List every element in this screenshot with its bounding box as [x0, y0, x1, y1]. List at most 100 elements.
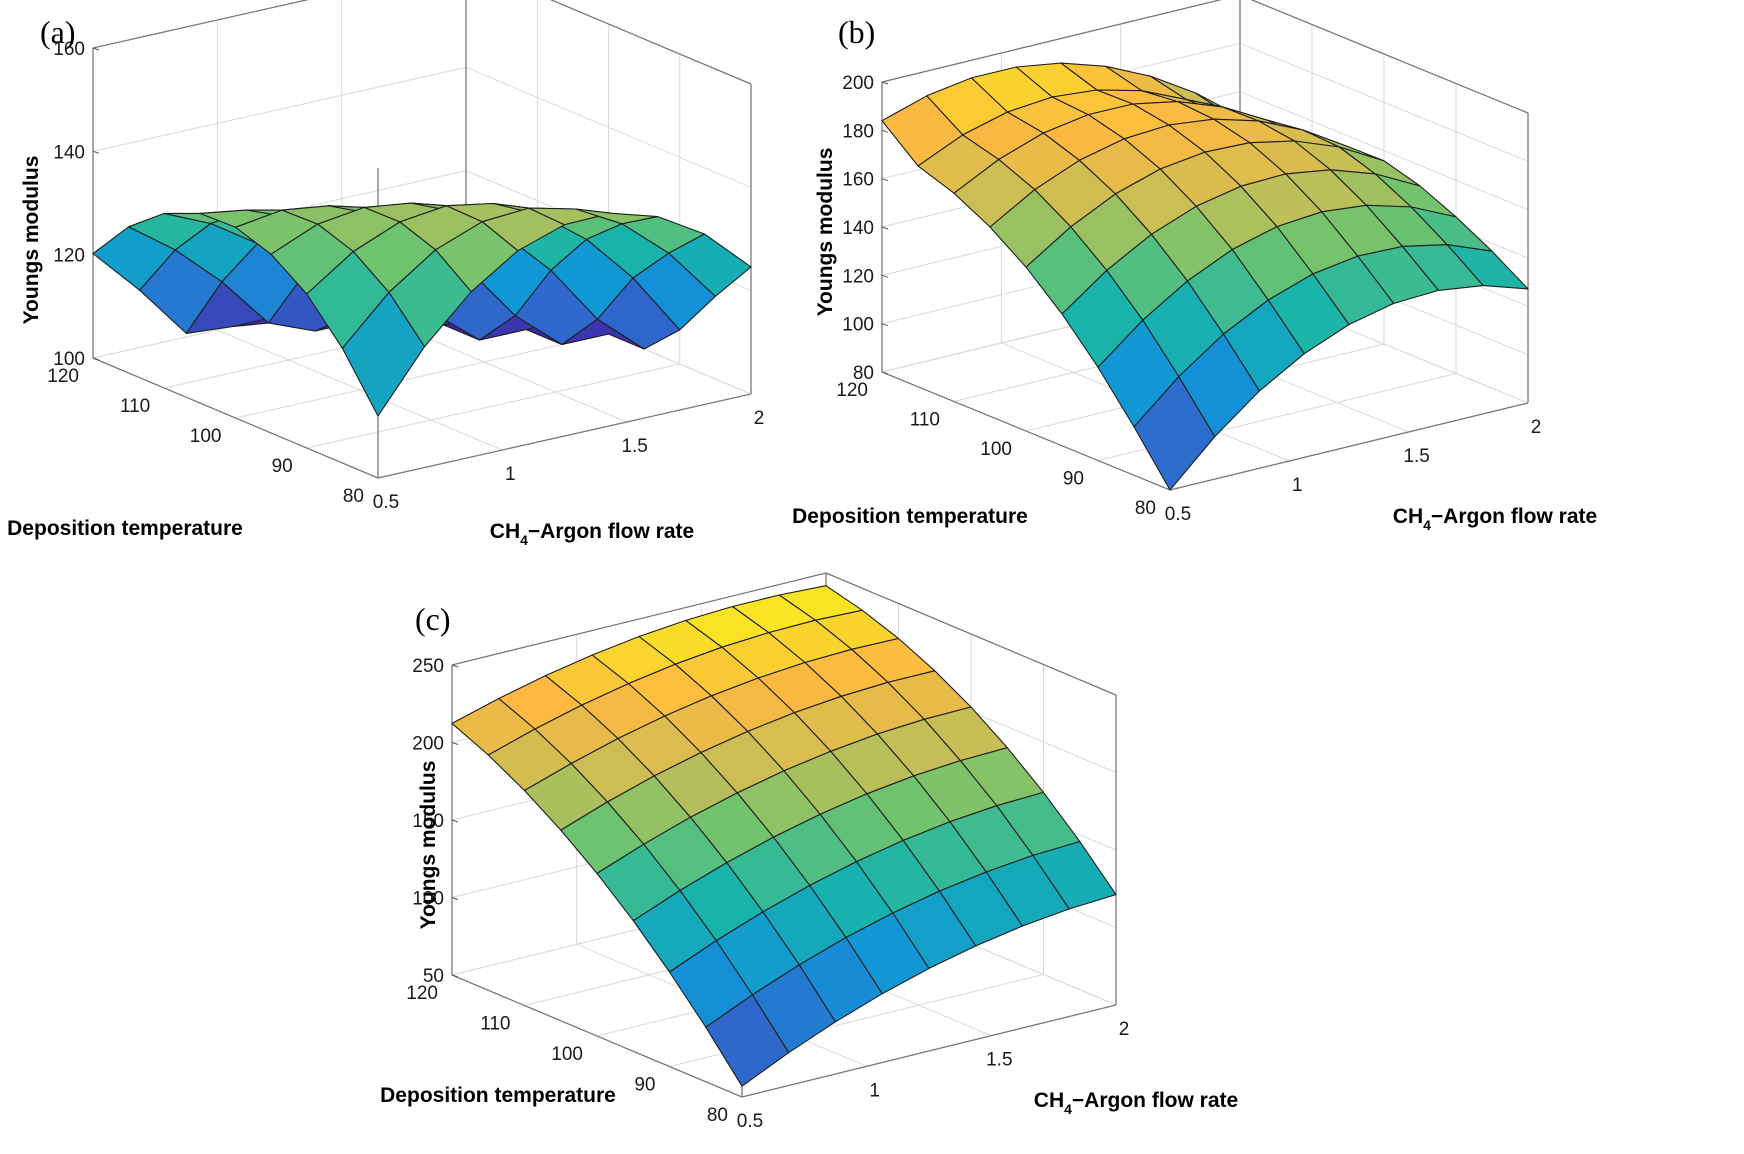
z-tick-mark: [881, 81, 889, 85]
floor-gridline: [306, 363, 680, 449]
y-tick-label: 100: [551, 1044, 583, 1065]
x-tick-label: 1.5: [621, 436, 647, 457]
x-tick-label: 1.5: [986, 1050, 1012, 1071]
y-tick-label: 120: [406, 983, 438, 1004]
z-tick-label: 200: [412, 734, 444, 755]
z-tick-mark: [92, 47, 100, 51]
x-axis-label-rest: −Argon flow rate: [1072, 1089, 1238, 1112]
z-tick-mark: [451, 897, 459, 900]
z-tick-label: 180: [842, 121, 874, 142]
z-tick-label: 160: [842, 170, 874, 191]
y-tick-label: 80: [343, 486, 364, 507]
z-tick-mark: [881, 323, 889, 327]
z-tick-mark: [881, 274, 889, 278]
wall-gridline: [1239, 42, 1529, 162]
z-tick-mark: [881, 178, 889, 182]
y-tick-label: 90: [272, 456, 293, 477]
z-tick-label: 50: [423, 966, 444, 987]
axes-box-edge: [549, 0, 752, 85]
x-tick-label: 1: [505, 464, 516, 485]
x-axis-label-subscript: 4: [520, 532, 528, 548]
y-tick-label: 120: [836, 380, 868, 401]
x-axis-label-rest: −Argon flow rate: [528, 520, 694, 543]
surface-plot-a: 10012014016080901001101200.511.52Youngs …: [7, 0, 764, 548]
z-tick-mark: [451, 742, 459, 745]
x-axis-label-rest: −Argon flow rate: [1431, 505, 1597, 528]
z-tick-mark: [881, 129, 889, 133]
axes-box-edge: [451, 572, 827, 666]
x-tick-label: 2: [1119, 1019, 1130, 1040]
x-axis-label: CH4−Argon flow rate: [1034, 1089, 1238, 1117]
z-tick-label: 160: [53, 39, 85, 60]
y-tick-label: 80: [1135, 498, 1156, 519]
axes-box-edge: [881, 0, 1223, 83]
wall-gridline: [92, 66, 467, 152]
z-tick-label: 250: [412, 656, 444, 677]
x-tick-label: 0.5: [1165, 504, 1191, 525]
panel-label: (a): [40, 14, 76, 50]
z-tick-label: 100: [412, 889, 444, 910]
wall-gridline: [92, 0, 309, 49]
x-tick-label: 2: [1531, 417, 1542, 438]
x-axis-label: CH4−Argon flow rate: [490, 520, 694, 548]
y-tick-label: 90: [634, 1075, 655, 1096]
panel-label: (c): [415, 601, 451, 637]
z-tick-mark: [92, 150, 100, 154]
y-tick-label: 90: [1063, 469, 1084, 490]
y-axis-label: Deposition temperature: [7, 517, 243, 540]
axes-box-edge: [92, 357, 379, 479]
y-axis-label: Deposition temperature: [380, 1084, 616, 1107]
axes-box-edge: [451, 974, 743, 1098]
z-tick-label: 100: [842, 315, 874, 336]
y-axis-label: Deposition temperature: [792, 505, 1028, 528]
z-tick-label: 120: [842, 266, 874, 287]
z-tick-label: 120: [53, 246, 85, 267]
y-tick-label: 120: [47, 366, 79, 387]
y-tick-label: 110: [120, 396, 150, 417]
z-axis-label: Youngs modulus: [814, 148, 837, 317]
x-axis-label-subscript: 4: [1064, 1101, 1072, 1117]
y-tick-label: 80: [707, 1105, 728, 1126]
y-tick-label: 100: [190, 426, 222, 447]
axes-box-edge: [92, 0, 310, 49]
surface-cell: [668, 233, 752, 297]
x-axis-label-main: CH: [1393, 505, 1423, 528]
z-tick-label: 140: [53, 142, 85, 163]
z-tick-mark: [451, 664, 459, 668]
z-tick-label: 150: [412, 811, 444, 832]
surface-mesh: [881, 62, 1529, 491]
axes-box-edge: [881, 371, 1171, 491]
axes-box-edge: [377, 393, 752, 479]
z-tick-label: 100: [53, 349, 85, 370]
surface-plot-b: 80 100 120 140 160 180 200 80 90 100 110 120 0.5 1 1.5…: [792, 0, 1597, 533]
z-axis-label: Youngs modulus: [417, 761, 440, 930]
x-axis-label-main: CH: [1034, 1089, 1064, 1112]
floor-gridline: [235, 333, 609, 419]
z-tick-mark: [92, 254, 100, 258]
axes-box-edge: [825, 572, 1117, 696]
surface-plot-c: 50 100 150 200 250 80 90 100 110 120 0.5 1 1.5 2 Young…: [380, 572, 1238, 1132]
axes-box-edge: [741, 1004, 1117, 1098]
x-tick-label: 1: [1292, 475, 1303, 496]
z-tick-label: 140: [842, 218, 874, 239]
z-tick-mark: [92, 357, 100, 361]
z-tick-label: 80: [853, 363, 874, 384]
x-tick-label: 2: [754, 408, 765, 429]
z-tick-mark: [881, 226, 889, 230]
tick-labels: 80 100 120 140 160 180 200 80 90 100 110 120 0.5 1 1.5…: [836, 73, 1541, 525]
z-axis-label: Youngs modulus: [20, 156, 43, 325]
surface-mesh: [451, 585, 1117, 1087]
x-axis-label-subscript: 4: [1423, 517, 1431, 533]
surface-cell: [1032, 841, 1117, 910]
y-tick-label: 110: [910, 410, 940, 431]
surface-mesh: [92, 202, 752, 417]
x-axis-label-main: CH: [490, 520, 520, 543]
z-tick-mark: [881, 371, 889, 375]
z-tick-mark: [451, 974, 459, 978]
wall-gridline: [1239, 91, 1529, 211]
axes-box-edge: [1250, 0, 1529, 114]
z-tick-label: 200: [842, 73, 874, 94]
y-tick-label: 100: [980, 439, 1012, 460]
x-tick-label: 1.5: [1403, 446, 1429, 467]
x-tick-label: 0.5: [737, 1111, 763, 1132]
